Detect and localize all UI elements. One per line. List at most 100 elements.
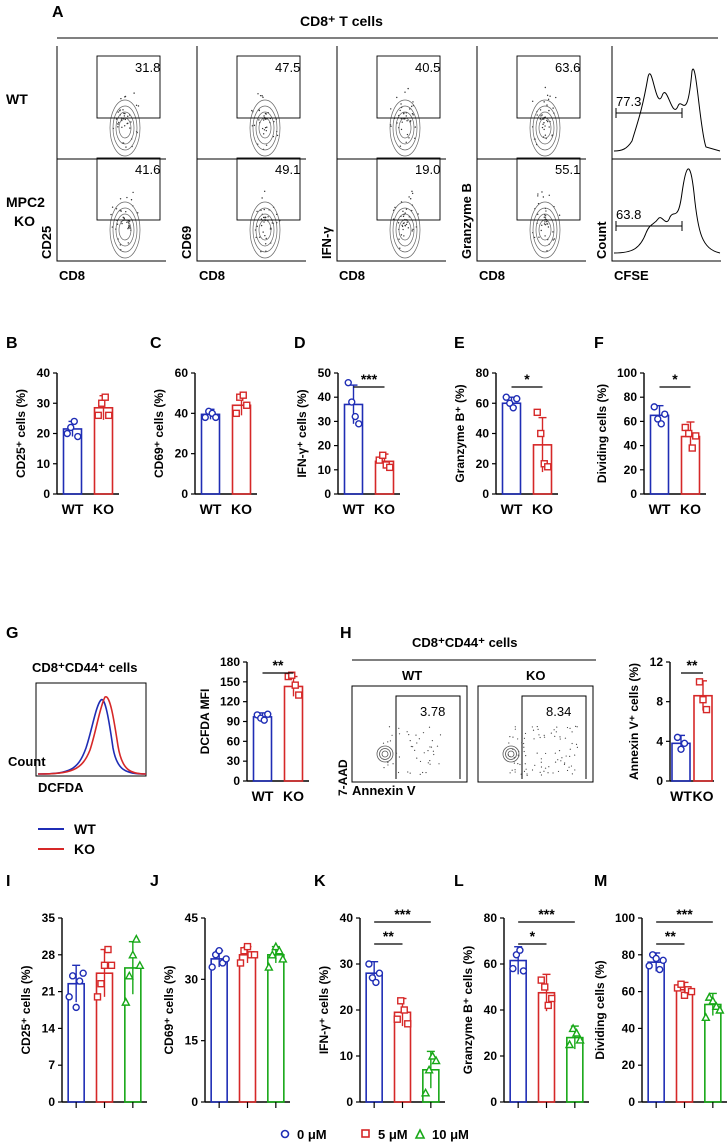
data-point (260, 716, 268, 724)
flow-dot (129, 127, 131, 129)
flow-dot (390, 125, 392, 127)
annexin-dot (543, 734, 545, 736)
y-tick-label: 0 (630, 487, 637, 501)
flow-contour (249, 99, 281, 157)
flow-dot (263, 208, 265, 211)
data-point (654, 415, 662, 423)
y-tick-label: 60 (622, 985, 636, 999)
annexin-dot (571, 731, 573, 733)
flow-dot (261, 95, 263, 97)
annexin-dot (514, 726, 516, 728)
flow-dot (267, 216, 269, 218)
flow-dot (553, 238, 555, 240)
flow-dot (547, 226, 550, 228)
flow-dot (133, 92, 135, 94)
flow-dot (261, 197, 263, 199)
annexin-dot (558, 749, 561, 752)
data-point (295, 691, 303, 699)
panel-h-plots: 3.78 8.34 (351, 685, 594, 783)
y-tick-label: 40 (37, 366, 51, 380)
gate-value: 63.6 (555, 60, 580, 75)
flow-dot (397, 222, 400, 224)
flow-dot (408, 137, 410, 139)
cfse-gate-value: 77.3 (616, 94, 641, 109)
legend-0um-marker (280, 1129, 290, 1139)
flow-gate (96, 157, 161, 221)
y-tick-label: 100 (617, 366, 637, 380)
annexin-dot (387, 764, 389, 766)
row-label-wt: WT (6, 91, 28, 107)
sig-label: * (530, 928, 536, 944)
flow-dot (540, 229, 542, 232)
sig-label: ** (383, 928, 394, 944)
sig-label: *** (361, 371, 378, 387)
flow-dot (551, 134, 553, 136)
data-point (379, 451, 387, 459)
data-point (400, 1006, 408, 1014)
annexin-dot (525, 768, 527, 770)
flow-dot (543, 223, 546, 225)
panel-letter: F (594, 335, 604, 352)
data-point (239, 391, 247, 399)
flow-dot (533, 236, 536, 239)
annexin-dot (539, 771, 541, 774)
sig-label: * (524, 371, 530, 387)
annexin-value: 3.78 (420, 704, 445, 719)
data-point (365, 960, 373, 968)
flow-dot (261, 127, 264, 130)
data-point (215, 947, 223, 955)
flow-contour (398, 219, 412, 241)
gate-value: 41.6 (135, 162, 160, 177)
data-point (68, 972, 77, 980)
y-tick-label: 40 (340, 911, 354, 925)
annexin-dot (540, 761, 542, 763)
annexin-dot (382, 742, 385, 744)
y-tick-label: 0 (656, 774, 663, 788)
flow-dot (541, 126, 544, 129)
data-point (288, 671, 296, 679)
bar-chart-i: I 0 7 14 21 28 35 CD25⁺ cells (%) (6, 873, 147, 1109)
data-point (424, 1064, 434, 1074)
flow-dot (117, 123, 119, 125)
annexin-dot (538, 734, 540, 736)
data-point (537, 976, 545, 984)
annexin-dot (526, 774, 528, 777)
cfse-gate-value: 63.8 (616, 207, 641, 222)
flow-dot (544, 125, 546, 127)
data-point (681, 423, 689, 432)
panel-h-y-label: 7-AAD (336, 759, 350, 796)
data-point (677, 980, 685, 988)
bar-chart-f: F 0 20 40 60 80 100 Dividing cells (%) WT KO * (594, 335, 706, 517)
flow-dot (124, 96, 126, 98)
flow-dot (406, 221, 408, 223)
flow-dot (137, 105, 140, 107)
annexin-dot (569, 755, 571, 757)
flow-dot (251, 109, 253, 112)
annexin-dot (389, 740, 392, 742)
flow-dot (542, 196, 545, 198)
annexin-dot (429, 746, 431, 748)
bar (200, 413, 221, 495)
data-point (533, 408, 541, 417)
data-point (568, 1023, 578, 1033)
flow-dot (541, 114, 543, 116)
flow-dot (122, 216, 124, 219)
flow-dot (122, 109, 124, 111)
data-point (131, 934, 142, 943)
flow-contour (395, 111, 415, 145)
bar-chart-d: D 0 10 20 30 40 50 IFN-γ⁺ cells (%) WT KO *** (294, 335, 400, 517)
flow-contour (395, 213, 415, 247)
flow-dot (543, 216, 546, 218)
x-tick-label: WT (200, 501, 222, 517)
gate-value: 40.5 (415, 60, 440, 75)
y-tick-label: 100 (615, 911, 635, 925)
annexin-dot (512, 736, 514, 738)
flow-dot (262, 96, 264, 99)
flow-dot (405, 223, 408, 226)
data-point (708, 995, 718, 1005)
y-axis-label: Granzyme B⁺ cells (%) (461, 946, 475, 1074)
flow-dot (264, 112, 267, 115)
cfse-x-label: CFSE (614, 268, 649, 283)
annexin-dot (408, 734, 410, 736)
flow-dot (260, 224, 263, 227)
